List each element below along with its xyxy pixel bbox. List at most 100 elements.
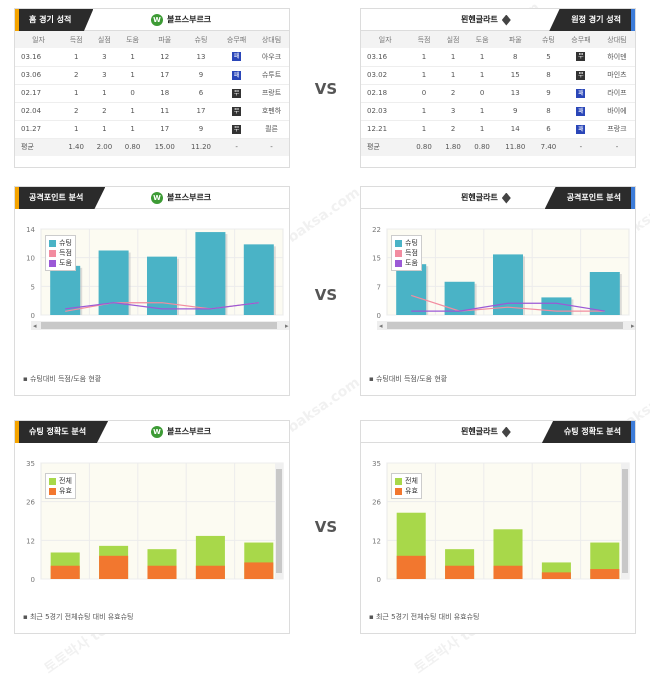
y-tick-label: 0 [31, 576, 35, 584]
panel-title: 홈 경기 성적 [15, 9, 94, 31]
table-cell: 17 [146, 66, 183, 85]
bar-shots [396, 264, 427, 315]
home-team-label: W 볼프스부르크 [151, 9, 211, 31]
table-cell: 호펜하 [254, 102, 289, 121]
table-cell: 13 [182, 48, 220, 67]
away-record-panel: 원정 경기 성적 묀헨글라트 일자 득점 실점 도움 파울 슈팅 승무패 상대팀 03.16 1 1… [360, 8, 636, 168]
line-assists [65, 302, 259, 310]
column-header: 파울 [496, 31, 534, 48]
y-tick-label: 12 [372, 537, 381, 545]
table-cell: 1 [118, 102, 147, 121]
chart-legend: 전체 유효 [45, 473, 76, 499]
result-badge: 무 [219, 120, 255, 139]
table-cell: 03.02 [361, 66, 410, 85]
table-cell: 11.20 [182, 138, 220, 156]
wolfsburg-logo-icon: W [151, 192, 163, 204]
table-cell: 3 [90, 66, 119, 85]
column-header: 슈팅 [182, 31, 220, 48]
bar-effective [590, 569, 620, 579]
column-header: 슈팅 [533, 31, 563, 48]
table-cell: 17 [146, 120, 183, 139]
table-cell: 1 [118, 66, 147, 85]
bar-effective [493, 565, 523, 579]
home-team-label: W 볼프스부르크 [151, 187, 211, 209]
table-cell: 라이프 [598, 84, 635, 103]
table-cell: 프랑크 [598, 120, 635, 139]
table-cell: 평균 [361, 138, 410, 156]
table-row: 03.06 2 3 1 17 9 패 슈투트 [15, 66, 289, 85]
home-shooting-header: 슈팅 정확도 분석 W 볼프스부르크 [15, 421, 289, 443]
table-cell: 1 [118, 48, 147, 67]
table-cell: 0 [409, 84, 439, 103]
panel-title: 슈팅 정확도 분석 [15, 421, 109, 443]
away-attack-header: 공격포인트 분석 묀헨글라트 [361, 187, 635, 209]
table-row: 12.21 1 2 1 14 6 패 프랑크 [361, 120, 635, 139]
y-tick-label: 26 [26, 499, 35, 507]
panel-title: 원정 경기 성적 [549, 9, 635, 31]
scroll-right-icon: ▸ [285, 322, 289, 330]
bar-effective [50, 565, 80, 579]
table-cell: 마인츠 [598, 66, 635, 85]
y-tick-label: 0 [377, 312, 381, 320]
table-cell: 1 [90, 120, 119, 139]
away-team-label: 묀헨글라트 [461, 9, 511, 31]
bar-effective [147, 565, 177, 579]
bar-effective [445, 565, 475, 579]
legend-item: 유효 [395, 486, 418, 496]
table-cell: 2 [62, 66, 91, 85]
y-tick-label: 10 [26, 255, 35, 263]
table-cell: 평균 [15, 138, 63, 156]
table-cell: 1 [467, 48, 497, 67]
table-cell: 0 [118, 84, 147, 103]
chart-svg: 35 26 12 0 [372, 460, 630, 584]
column-header: 도움 [118, 31, 147, 48]
table-cell: 슈투트 [254, 66, 289, 85]
y-tick-label: 15 [372, 255, 381, 263]
home-record-table: 일자 득점 실점 도움 파울 슈팅 승무패 상대팀 03.16 1 3 1 12 13 패 아우크 03.06 2… [15, 31, 289, 156]
bar-shots [146, 256, 178, 315]
y-tick-label: 7 [377, 283, 381, 291]
table-cell: 2.00 [90, 138, 119, 156]
table-cell: 0.80 [467, 138, 497, 156]
table-cell: - [254, 138, 289, 156]
away-record-header: 원정 경기 성적 묀헨글라트 [361, 9, 635, 31]
average-row: 평균 1.40 2.00 0.80 15.00 11.20- - [15, 138, 289, 156]
vs-label: VS [314, 518, 338, 536]
result-badge: 패 [562, 84, 599, 103]
legend-item: 득점 [395, 248, 418, 258]
legend-item: 전체 [49, 476, 72, 486]
table-cell: 1 [118, 120, 147, 139]
home-team-label: W 볼프스부르크 [151, 421, 211, 443]
panel-title: 슈팅 정확도 분석 [541, 421, 635, 443]
legend-item: 슈팅 [395, 238, 418, 248]
bar-effective [396, 555, 426, 579]
home-attack-chart: 14 10 5 0 ◂ ▸ 슈팅 득점 도움 [15, 209, 289, 345]
y-tick-label: 35 [26, 460, 35, 468]
result-badge: 패 [219, 66, 255, 85]
bar-shots [541, 297, 572, 315]
bar-effective [541, 572, 571, 579]
scroll-left-icon: ◂ [379, 322, 383, 330]
table-cell: 02.03 [361, 102, 410, 121]
away-shooting-chart: 35 26 12 0 전체 유효 [361, 443, 635, 593]
table-cell: 바이에 [598, 102, 635, 121]
table-cell: 9 [182, 66, 220, 85]
chart-caption: ▪ 최근 5경기 전체슈팅 대비 유효슈팅 [23, 613, 134, 621]
table-cell: 12.21 [361, 120, 410, 139]
table-cell: 9 [182, 120, 220, 139]
bar-effective [99, 555, 129, 579]
table-row: 02.04 2 2 1 11 17 무 호펜하 [15, 102, 289, 121]
bar-shots [589, 272, 620, 315]
chart-caption: ▪ 슈팅대비 득점/도움 현황 [23, 375, 102, 383]
y-tick-label: 14 [26, 226, 35, 234]
away-attack-chart: 22 15 7 0 ◂ ▸ 슈팅 득점 도움 [361, 209, 635, 345]
table-cell: 02.18 [361, 84, 410, 103]
table-cell: 15 [496, 66, 534, 85]
chart-caption: ▪ 최근 5경기 전체슈팅 대비 유효슈팅 [369, 613, 480, 621]
scrollbar-thumb [276, 469, 282, 573]
table-row: 01.27 1 1 1 17 9 무 쾰른 [15, 120, 289, 139]
result-badge: 무 [562, 48, 599, 67]
vs-label: VS [314, 286, 338, 304]
y-tick-label: 22 [372, 226, 381, 234]
scroll-left-icon: ◂ [33, 322, 37, 330]
